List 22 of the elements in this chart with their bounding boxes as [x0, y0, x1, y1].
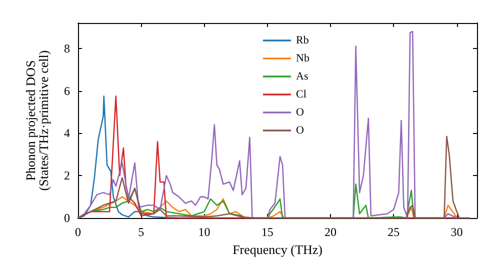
legend-label: O: [296, 106, 304, 118]
line-series: [77, 136, 470, 219]
x-tick-label: 0: [75, 225, 81, 239]
legend-label: As: [296, 70, 308, 82]
legend-label: O: [296, 124, 304, 136]
x-tick-label: 5: [138, 225, 144, 239]
legend-label: Cl: [296, 88, 306, 100]
y-tick-label: 6: [64, 84, 70, 98]
line-series: [77, 30, 458, 219]
x-tick-label: 10: [198, 225, 210, 239]
y-tick-label: 0: [64, 211, 70, 225]
y-axis-title: Phonon projected DOS (States/THz·primitive cell): [23, 50, 51, 191]
y-tick-label: 8: [64, 41, 70, 56]
x-tick-label: 30: [450, 225, 463, 239]
x-tick-label: 25: [388, 225, 400, 239]
legend-label: Nb: [296, 52, 310, 64]
legend-label: Rb: [296, 34, 310, 46]
y-tick-label: 4: [64, 126, 70, 140]
x-axis-title: Frequency (THz): [232, 242, 322, 257]
x-tick-label: 15: [261, 225, 274, 239]
x-tick-label: 20: [324, 225, 337, 239]
y-tick-label: 2: [64, 168, 70, 183]
